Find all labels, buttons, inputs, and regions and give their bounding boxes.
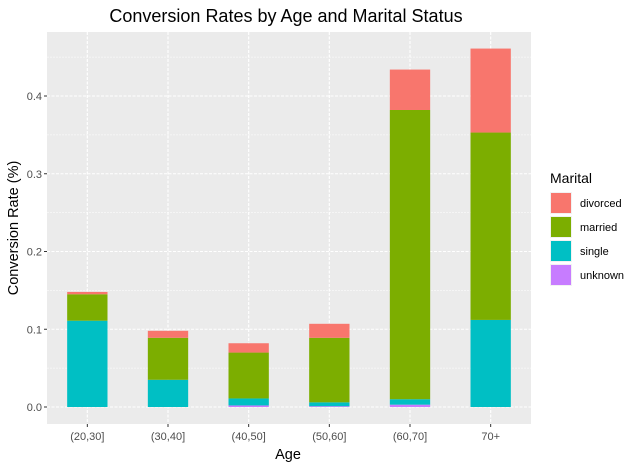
bar-segment-married (228, 352, 269, 399)
grid-minor (47, 56, 531, 369)
chart-title: Conversion Rates by Age and Marital Stat… (109, 6, 462, 26)
y-tick-label: 0.1 (27, 324, 42, 336)
bar-segment-divorced (147, 330, 189, 338)
bar-segment-divorced (470, 48, 511, 133)
x-tick-label: 70+ (481, 431, 500, 443)
x-tick-label: (50,60] (312, 431, 346, 443)
y-tick-label: 0.2 (27, 247, 42, 259)
legend-swatch-unknown (551, 265, 571, 285)
bar-segment-married (389, 109, 431, 400)
plot-panel (47, 32, 531, 424)
y-axis-title: Conversion Rate (%) (6, 161, 22, 296)
bar-segment-married (470, 132, 511, 320)
bar-segment-unknown (309, 406, 350, 407)
legend-swatch-single (551, 241, 571, 261)
bars (67, 48, 511, 407)
legend: Marital divorced married single unknown (550, 170, 624, 286)
x-axis-title: Age (275, 447, 301, 463)
bar-segment-single (389, 399, 431, 405)
y-tick-label: 0.3 (27, 169, 42, 181)
legend-swatch-divorced (551, 193, 571, 213)
bar-segment-married (309, 337, 350, 403)
legend-label-married: married (580, 222, 617, 234)
bar-segment-divorced (309, 323, 350, 338)
x-tick-label: (20,30] (70, 431, 104, 443)
legend-label-single: single (580, 246, 609, 258)
bar-segment-divorced (228, 343, 269, 353)
y-tick-label: 0.0 (27, 402, 42, 414)
y-tick-label: 0.4 (27, 91, 42, 103)
x-tick-label: (30,40] (151, 431, 185, 443)
y-axis: 0.0 0.1 0.2 0.3 0.4 (27, 91, 47, 414)
bar-segment-divorced (389, 69, 431, 110)
x-axis: (20,30] (30,40] (40,50] (50,60] (60,70] 70+ (70, 424, 500, 443)
bar-segment-unknown (389, 404, 431, 407)
bar-segment-single (67, 320, 108, 407)
bar-segment-unknown (228, 405, 269, 407)
bar-segment-single (470, 319, 511, 407)
x-tick-label: (40,50] (232, 431, 266, 443)
bar-segment-single (309, 402, 350, 407)
legend-title: Marital (550, 170, 592, 186)
bar-segment-single (147, 379, 189, 407)
bar-segment-divorced (67, 291, 108, 295)
x-tick-label: (60,70] (393, 431, 427, 443)
bar-segment-married (67, 294, 108, 321)
bar-segment-single (228, 398, 269, 406)
legend-label-unknown: unknown (580, 270, 624, 282)
bar-segment-married (147, 337, 189, 380)
legend-label-divorced: divorced (580, 198, 622, 210)
legend-swatch-married (551, 217, 571, 237)
